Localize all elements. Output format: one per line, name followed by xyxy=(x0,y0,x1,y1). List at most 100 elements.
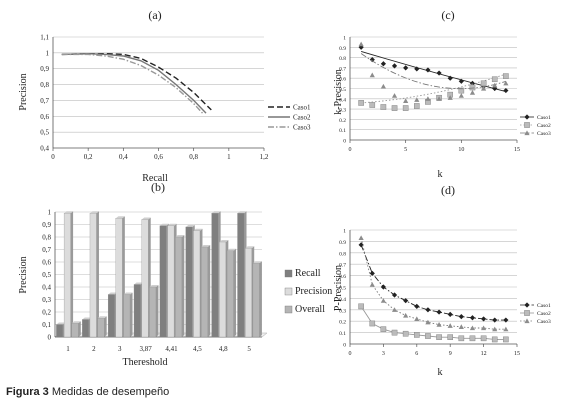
bar-Overall xyxy=(149,286,157,338)
point-Caso1 xyxy=(380,61,386,67)
point-Caso2 xyxy=(491,76,498,83)
y-tick-label-b: 0,5 xyxy=(42,271,51,279)
point-Caso3 xyxy=(503,326,509,332)
bar-Overall xyxy=(71,323,79,338)
y-tick-label-d: 0 xyxy=(343,343,346,349)
y-tick-label-d: 0.2 xyxy=(339,320,346,326)
bar-top xyxy=(159,223,169,226)
chart-d: (d) k P-Precision 0 0.1 0.2 0.3 0.4 0.5 0.6 0.7 0.8… xyxy=(333,183,551,378)
point-Caso2 xyxy=(458,335,465,342)
bar-side xyxy=(233,248,237,337)
point-Caso1 xyxy=(425,307,431,313)
x-tick-label-b: 2 xyxy=(92,345,96,353)
y-tick-label-a: 1,1 xyxy=(40,34,49,42)
bar-top xyxy=(134,282,144,285)
point-Caso1 xyxy=(503,317,509,323)
point-Caso1 xyxy=(425,67,431,73)
bar-top xyxy=(89,211,99,214)
point-Caso2 xyxy=(503,73,509,79)
chart-c: (c) k k-Precision 0 0.1 0.2 0.3 0.4 0.5 0.6 0.7 0.8… xyxy=(333,8,551,180)
bar-Precision xyxy=(167,225,175,338)
point-Caso1 xyxy=(403,65,409,71)
x-axis-label-c: k xyxy=(438,169,443,180)
bar-side xyxy=(259,261,262,337)
point-Caso2 xyxy=(380,326,387,332)
point-Caso3 xyxy=(403,98,409,103)
series-line-Caso1 xyxy=(61,53,212,111)
y-tick-label-b: 0,4 xyxy=(42,284,51,292)
x-tick-label-b: 4,8 xyxy=(219,345,228,353)
legend-label-Caso1: Caso1 xyxy=(537,115,551,121)
y-axis-label-b: Precision xyxy=(18,256,29,293)
point-Caso2 xyxy=(369,102,376,108)
bar-Overall xyxy=(252,263,260,338)
y-tick-label-d: 0.6 xyxy=(339,274,346,280)
point-Caso3 xyxy=(469,325,476,331)
point-Caso1 xyxy=(503,87,509,94)
y-tick-label-b: 1 xyxy=(48,209,52,217)
point-Caso1 xyxy=(447,75,453,81)
legend-label-Overall: Overall xyxy=(295,304,325,315)
point-Caso3 xyxy=(436,96,442,101)
x-axis-label-b: Thereshold xyxy=(123,357,168,368)
bar-side xyxy=(70,211,74,337)
y-tick-label-c: 0.6 xyxy=(339,77,346,83)
bar-top xyxy=(167,223,177,226)
point-Caso1 xyxy=(458,78,464,84)
bar-top xyxy=(193,228,203,231)
series-line-Caso3 xyxy=(61,53,204,114)
bar-Recall xyxy=(211,213,219,338)
point-Caso2 xyxy=(391,329,398,336)
legend-label-Caso1: Caso1 xyxy=(293,104,311,112)
y-tick-label-a: 0,9 xyxy=(40,65,49,73)
bar-Precision xyxy=(115,218,123,338)
point-Caso3 xyxy=(380,298,386,303)
y-axis-label-c: k-Precision xyxy=(333,69,344,115)
legend-marker-Caso1 xyxy=(524,302,530,308)
bar-top xyxy=(123,292,133,295)
bar-top xyxy=(227,248,237,251)
x-tick-label-b: 4,41 xyxy=(165,345,178,353)
point-Caso2 xyxy=(480,335,487,342)
bar-Recall xyxy=(82,319,89,338)
x-tick-label-b: 3 xyxy=(118,345,122,353)
point-Caso3 xyxy=(447,323,453,328)
point-Caso3 xyxy=(425,96,431,101)
y-tick-label-c: 0.9 xyxy=(339,46,346,52)
bar-side xyxy=(130,292,133,337)
x-tick-label-b: 4,5 xyxy=(193,345,202,353)
series-line-Caso2 xyxy=(61,52,207,114)
x-tick-label-b: 1 xyxy=(66,345,70,353)
y-tick-label-c: 0 xyxy=(343,139,346,145)
y-tick-label-a: 0,6 xyxy=(40,113,49,121)
bar-top xyxy=(185,225,195,227)
y-axis-label-a: Precision xyxy=(18,73,29,110)
x-tick-label-d: 15 xyxy=(514,351,520,357)
legend-swatch-Overall xyxy=(284,305,293,314)
bar-Overall xyxy=(97,318,105,338)
point-Caso3 xyxy=(369,282,375,287)
y-tick-label-c: 1 xyxy=(343,36,346,42)
bar-top xyxy=(97,316,107,319)
y-tick-label-a: 0,4 xyxy=(40,145,49,153)
bar-Precision xyxy=(141,219,149,338)
y-tick-label-b: 0,2 xyxy=(42,309,51,317)
bar-top xyxy=(237,211,247,214)
point-Caso1 xyxy=(481,316,487,322)
point-Caso1 xyxy=(380,284,386,290)
bar-Overall xyxy=(123,294,131,338)
point-Caso3 xyxy=(458,93,464,98)
x-tick-label-d: 9 xyxy=(449,351,452,357)
y-tick-label-a: 0,7 xyxy=(40,97,49,105)
trend-line-Caso1 xyxy=(361,50,506,93)
y-tick-label-b: 0,1 xyxy=(42,321,51,329)
point-Caso1 xyxy=(447,311,453,317)
x-tick-label-d: 0 xyxy=(349,351,352,357)
x-tick-label-a: 0,8 xyxy=(189,153,198,161)
bar-top xyxy=(252,261,262,264)
point-Caso1 xyxy=(391,63,398,69)
bar-top xyxy=(115,216,125,219)
bar-Overall xyxy=(201,246,208,338)
point-Caso2 xyxy=(425,333,431,339)
